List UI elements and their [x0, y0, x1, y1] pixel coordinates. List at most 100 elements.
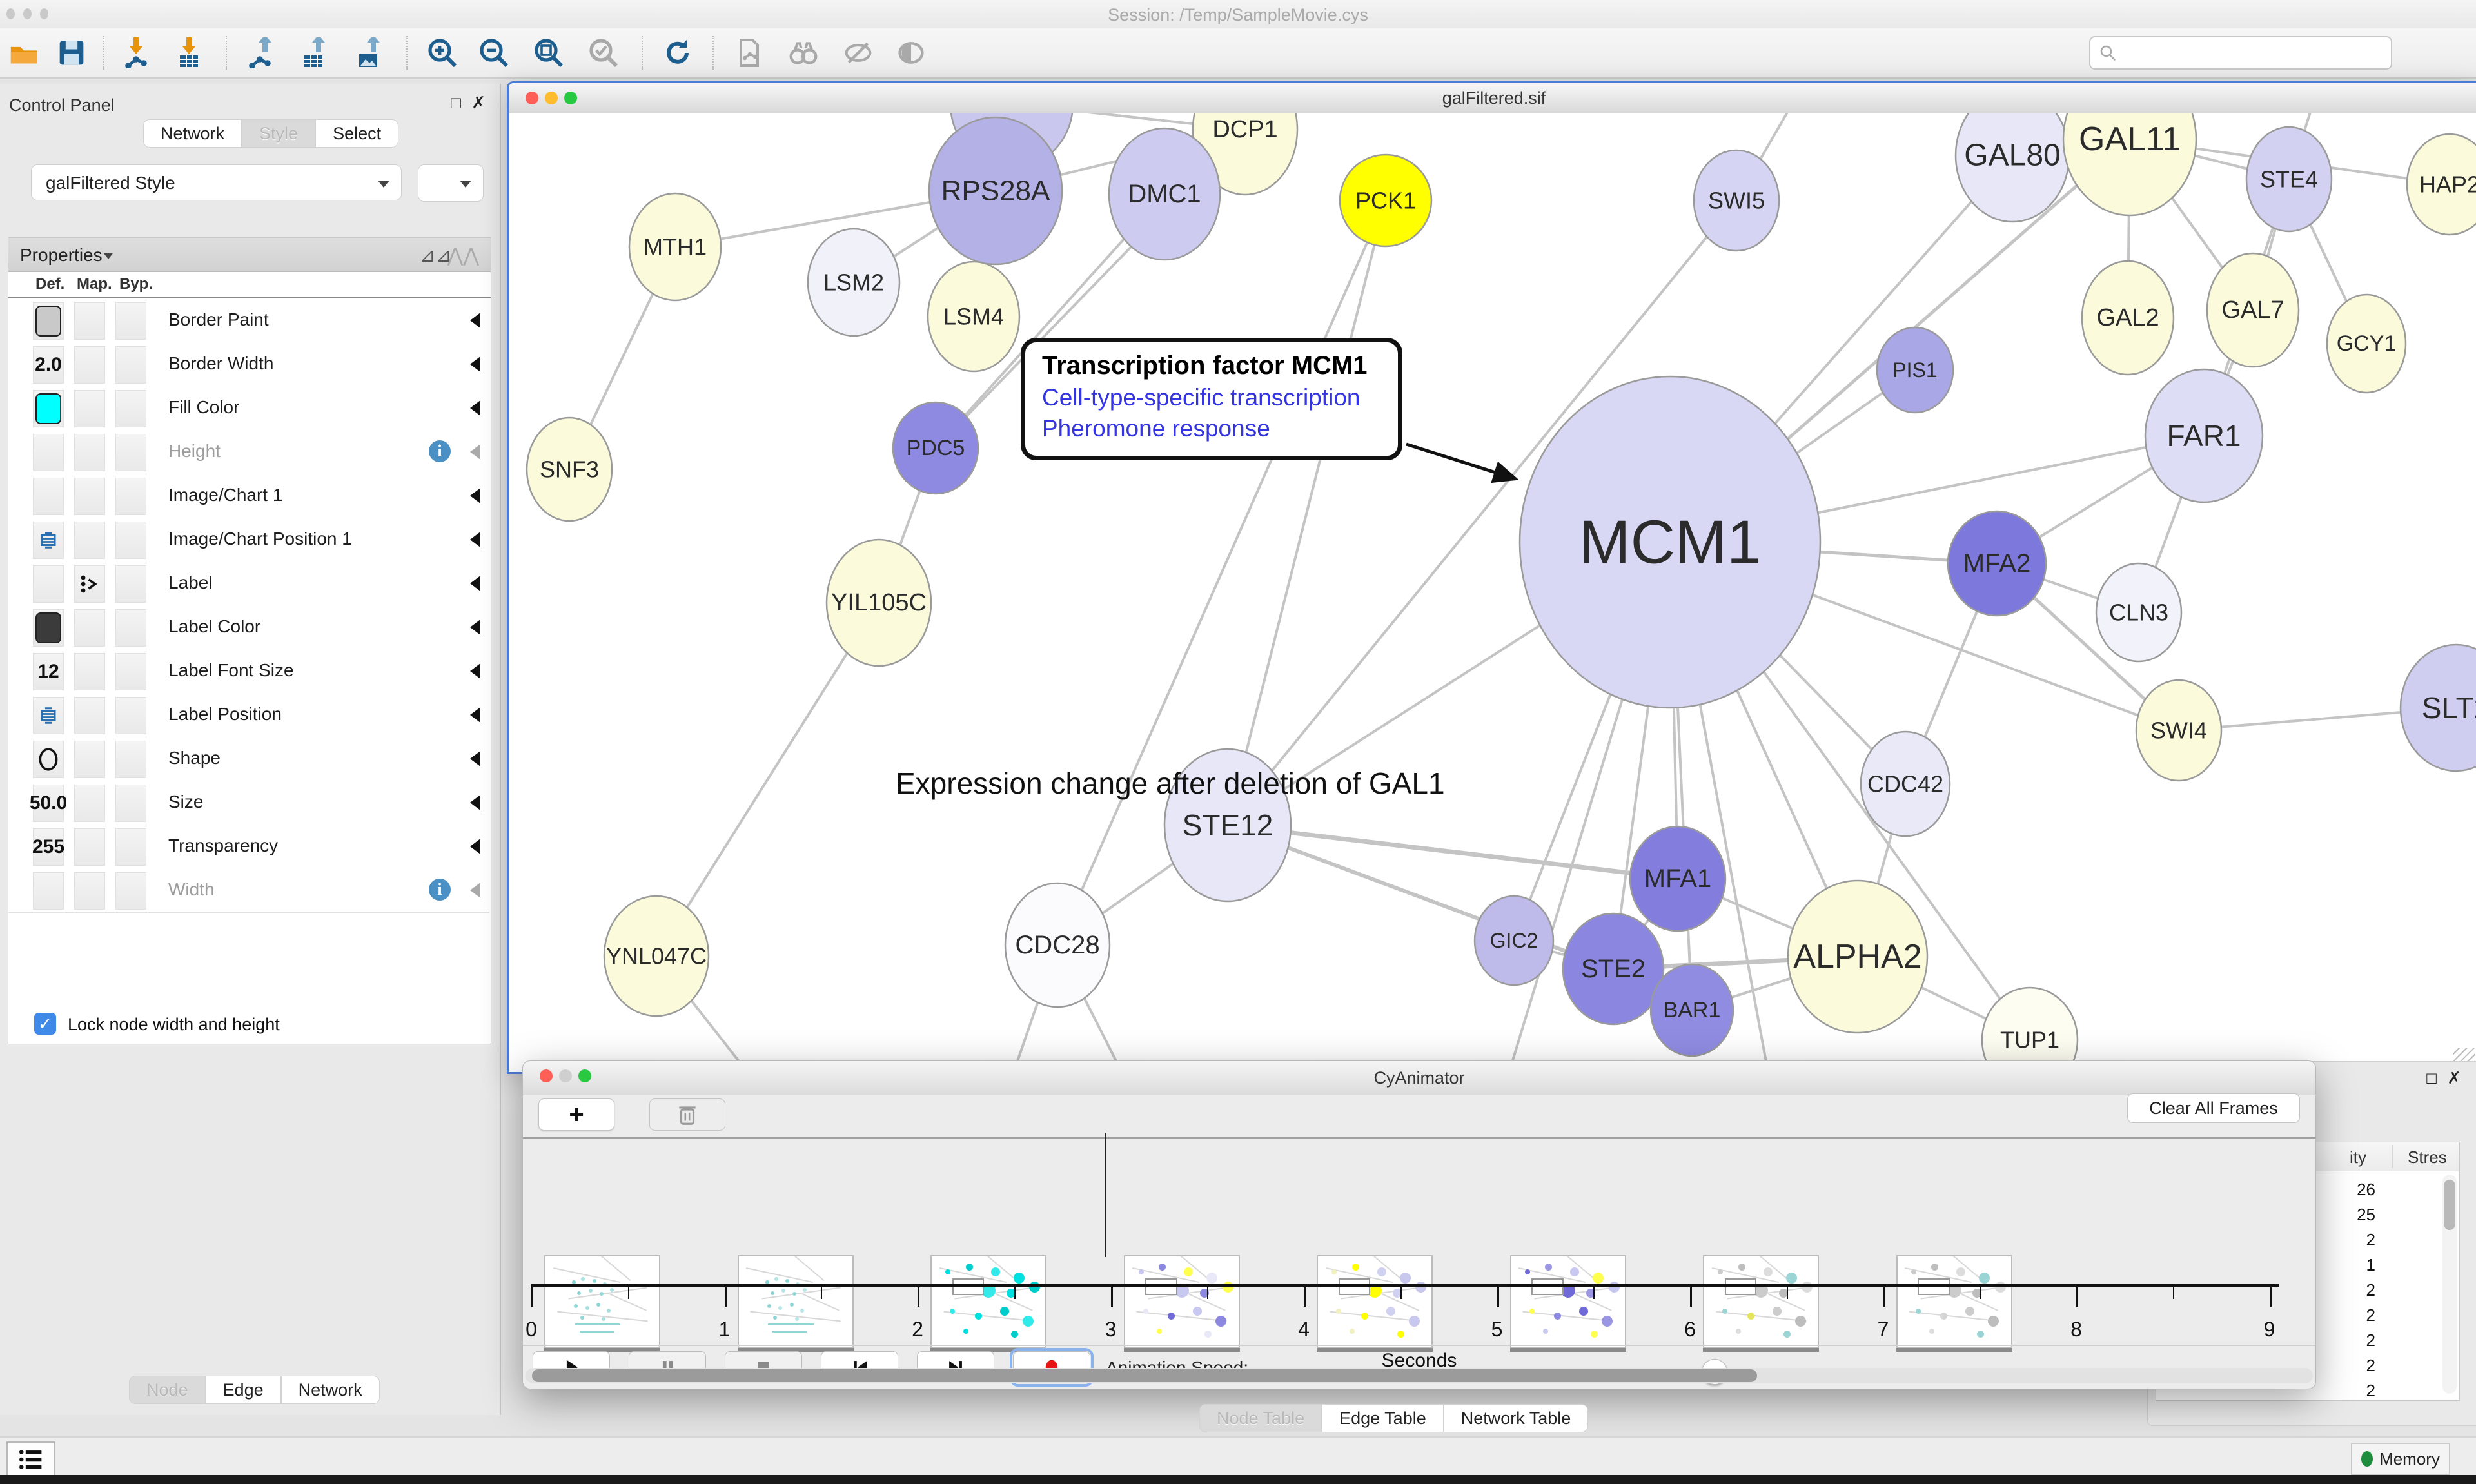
property-row-fill-color[interactable]: Fill Color: [8, 386, 489, 431]
bypass-cell[interactable]: [115, 346, 146, 384]
collapse-all-icon[interactable]: ⋀⋀: [447, 245, 479, 266]
bypass-cell[interactable]: [115, 785, 146, 822]
window-zoom-icon[interactable]: [40, 8, 48, 19]
expand-all-icon[interactable]: ⊿⊿: [419, 245, 452, 266]
tab-network-table[interactable]: Network Table: [1443, 1404, 1589, 1432]
hide-icon[interactable]: [838, 34, 878, 72]
column-header[interactable]: Stres: [2408, 1147, 2447, 1167]
search-input[interactable]: [2089, 36, 2392, 70]
network-window-titlebar[interactable]: galFiltered.sif: [509, 83, 2476, 113]
default-value-cell[interactable]: [33, 872, 64, 910]
timeline[interactable]: [523, 1139, 2315, 1361]
expand-row-icon[interactable]: [470, 839, 480, 854]
cyanimator-titlebar[interactable]: CyAnimator: [523, 1061, 2315, 1095]
expand-row-icon[interactable]: [470, 751, 480, 766]
property-row-height[interactable]: Height i: [8, 430, 489, 474]
bypass-cell[interactable]: [115, 653, 146, 690]
task-history-button[interactable]: [6, 1441, 55, 1478]
lock-size-checkbox[interactable]: ✓: [34, 1013, 56, 1035]
default-value-cell[interactable]: [33, 565, 64, 603]
default-value-cell[interactable]: 50.0: [30, 785, 67, 822]
property-row-label-font-size[interactable]: 12 Label Font Size: [8, 649, 489, 694]
add-frame-button[interactable]: +: [538, 1098, 614, 1131]
tab-edge[interactable]: Edge: [205, 1376, 281, 1404]
bypass-cell[interactable]: [115, 828, 146, 866]
bypass-cell[interactable]: [115, 390, 146, 427]
property-row-image-chart-1[interactable]: Image/Chart 1: [8, 474, 489, 518]
frame-thumbnail-5s[interactable]: [1509, 1255, 1626, 1348]
network-canvas[interactable]: RPS28B DCP1 RPS28A DMC1 PCK1 MTH1 LSM2 SWI5 GAL8…: [509, 113, 2476, 1070]
properties-header[interactable]: Properties ⊿⊿ ⋀⋀: [8, 238, 491, 272]
tab-network[interactable]: Network: [143, 119, 242, 148]
property-row-label-position[interactable]: Label Position: [8, 693, 489, 737]
mapping-cell[interactable]: [74, 478, 105, 515]
column-header[interactable]: ity: [2350, 1147, 2366, 1167]
maximize-icon[interactable]: [578, 1069, 591, 1082]
property-row-border-width[interactable]: 2.0 Border Width: [8, 342, 489, 387]
zoom-out-icon[interactable]: [474, 34, 514, 72]
minimize-icon[interactable]: [559, 1069, 572, 1082]
table-row[interactable]: 2: [2366, 1356, 2375, 1375]
close-panel-icon[interactable]: ✗: [2447, 1068, 2461, 1088]
default-value-cell[interactable]: [33, 697, 64, 734]
expand-row-icon[interactable]: [470, 883, 480, 898]
expand-row-icon[interactable]: [470, 444, 480, 460]
mapping-cell[interactable]: [74, 828, 105, 866]
color-swatch[interactable]: [35, 393, 61, 424]
frame-thumbnail-4s[interactable]: [1317, 1255, 1433, 1348]
frame-thumbnail-6s[interactable]: [1703, 1255, 1819, 1348]
default-value-cell[interactable]: 255: [32, 828, 64, 866]
float-panel-icon[interactable]: □: [451, 93, 461, 112]
default-value-cell[interactable]: 12: [33, 653, 64, 690]
tab-edge-table[interactable]: Edge Table: [1322, 1404, 1444, 1432]
property-row-image-chart-position-1[interactable]: Image/Chart Position 1: [8, 518, 489, 562]
expand-row-icon[interactable]: [470, 356, 480, 372]
property-row-label[interactable]: Label: [8, 561, 489, 606]
window-minimize-icon[interactable]: [23, 8, 32, 19]
property-row-size[interactable]: 50.0 Size: [8, 781, 489, 825]
frame-thumbnail-7s[interactable]: [1896, 1255, 2012, 1348]
mapping-cell[interactable]: [74, 697, 105, 734]
expand-row-icon[interactable]: [470, 576, 480, 591]
close-icon[interactable]: [526, 92, 538, 104]
tab-node-table[interactable]: Node Table: [1199, 1404, 1322, 1432]
bypass-cell[interactable]: [115, 302, 146, 340]
zoom-selected-icon[interactable]: [584, 34, 624, 72]
find-icon[interactable]: [783, 34, 823, 72]
default-value-cell[interactable]: [33, 390, 64, 427]
bypass-cell[interactable]: [115, 609, 146, 647]
expand-row-icon[interactable]: [470, 663, 480, 679]
import-network-icon[interactable]: [116, 34, 156, 72]
table-row[interactable]: 2: [2366, 1381, 2375, 1400]
mapping-cell[interactable]: [74, 302, 105, 340]
bypass-cell[interactable]: [115, 741, 146, 778]
bypass-cell[interactable]: [115, 522, 146, 559]
show-icon[interactable]: [891, 34, 931, 72]
save-icon[interactable]: [52, 34, 92, 72]
table-row[interactable]: 1: [2366, 1255, 2375, 1274]
mapping-cell[interactable]: [74, 390, 105, 427]
table-row[interactable]: 2: [2366, 1280, 2375, 1300]
expand-row-icon[interactable]: [470, 532, 480, 547]
default-value-cell[interactable]: [33, 522, 64, 559]
tab-network[interactable]: Network: [280, 1376, 380, 1404]
default-value-cell[interactable]: [33, 478, 64, 515]
property-row-shape[interactable]: Shape: [8, 737, 489, 781]
mapping-cell[interactable]: [74, 434, 105, 471]
export-table-icon[interactable]: [293, 34, 333, 72]
memory-widget[interactable]: Memory: [2351, 1443, 2450, 1475]
table-row[interactable]: 26: [2357, 1180, 2375, 1199]
mapping-cell[interactable]: [74, 653, 105, 690]
table-row[interactable]: 2: [2366, 1331, 2375, 1350]
style-select[interactable]: galFiltered Style: [31, 164, 402, 200]
refresh-icon[interactable]: [658, 34, 698, 72]
mapping-cell[interactable]: [74, 785, 105, 822]
table-row[interactable]: 2: [2366, 1230, 2375, 1249]
open-folder-icon[interactable]: [4, 34, 44, 72]
expand-row-icon[interactable]: [470, 620, 480, 635]
tab-select[interactable]: Select: [315, 119, 399, 148]
mapping-cell[interactable]: [74, 872, 105, 910]
expand-row-icon[interactable]: [470, 707, 480, 723]
color-swatch[interactable]: [35, 612, 61, 643]
close-panel-icon[interactable]: ✗: [471, 93, 486, 112]
